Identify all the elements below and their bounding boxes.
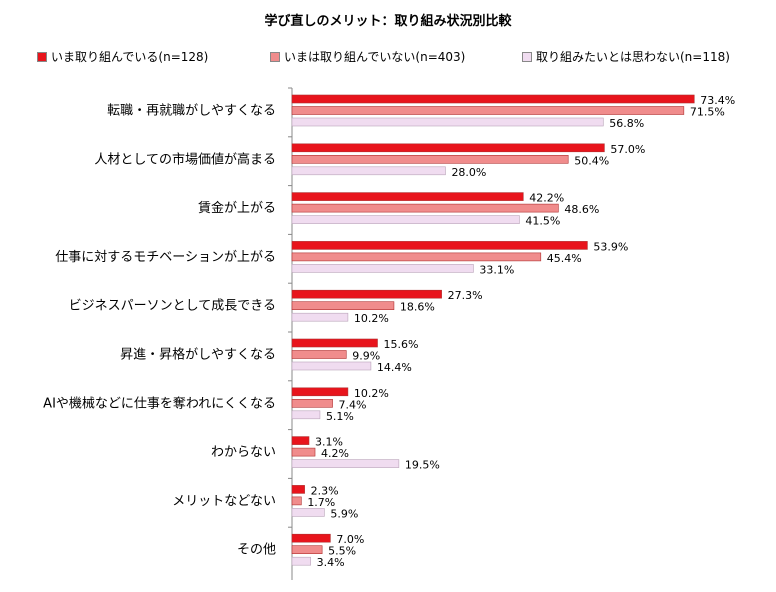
- data-label: 15.6%: [383, 338, 418, 351]
- legend-item-series-1: いま取り組んでいる(n=128): [37, 48, 208, 65]
- data-label: 7.0%: [336, 533, 364, 546]
- bar: [291, 508, 325, 517]
- legend: いま取り組んでいる(n=128) いまは取り組んでいない(n=403) 取り組み…: [0, 48, 776, 64]
- bar: [291, 106, 685, 115]
- category-label: 賃金が上がる: [198, 200, 276, 216]
- bar: [291, 410, 321, 420]
- legend-swatch-series-2: [270, 51, 280, 62]
- chart-title: 学び直しのメリット：取り組み状況別比較: [264, 14, 512, 29]
- data-label: 7.4%: [339, 398, 367, 411]
- data-label: 27.3%: [448, 289, 483, 302]
- data-label: 14.4%: [377, 361, 412, 374]
- legend-swatch-series-1: [37, 51, 47, 62]
- data-label: 56.8%: [609, 117, 644, 130]
- category-label: 昇進・昇格がしやすくなる: [120, 347, 276, 363]
- bar: [291, 436, 310, 445]
- data-label: 48.6%: [564, 203, 599, 216]
- data-label: 10.2%: [354, 387, 389, 400]
- bar: [291, 496, 302, 506]
- legend-label-series-2: いまは取り組んでいない(n=403): [284, 50, 466, 64]
- data-label: 57.0%: [610, 143, 645, 156]
- bar: [291, 312, 349, 322]
- bar: [291, 350, 347, 359]
- bar: [291, 264, 474, 273]
- bar: [291, 545, 323, 555]
- data-label: 33.1%: [479, 263, 514, 276]
- bar: [291, 203, 559, 213]
- category-label: その他: [237, 543, 276, 558]
- data-label: 41.5%: [525, 215, 560, 228]
- data-label: 73.4%: [700, 94, 735, 107]
- data-label: 42.2%: [529, 192, 564, 205]
- data-label: 10.2%: [354, 312, 389, 325]
- data-label: 9.9%: [352, 350, 380, 363]
- bar: [291, 215, 520, 224]
- bar: [291, 398, 333, 408]
- bar: [291, 155, 569, 164]
- bar: [291, 166, 446, 176]
- data-label: 5.5%: [328, 545, 356, 558]
- legend-label-series-1: いま取り組んでいる(n=128): [51, 50, 209, 64]
- legend-label-series-3: 取り組みたいとは思わない(n=118): [536, 50, 730, 64]
- bar: [291, 117, 604, 127]
- bar: [291, 459, 400, 468]
- category-label: 仕事に対するモチベーションが上がる: [55, 250, 276, 265]
- data-label: 19.5%: [405, 459, 440, 472]
- bar: [291, 94, 695, 104]
- bar: [291, 447, 316, 457]
- category-label: 転職・再就職がしやすくなる: [107, 104, 276, 119]
- data-label: 2.3%: [311, 484, 339, 497]
- legend-swatch-series-3: [522, 51, 532, 62]
- data-label: 4.2%: [321, 447, 349, 460]
- data-label: 45.4%: [547, 252, 582, 265]
- bar: [291, 338, 378, 348]
- bar: [291, 192, 524, 201]
- data-label: 1.7%: [307, 496, 335, 509]
- category-label: AIや機械などに仕事を奪われにくくなる: [43, 395, 276, 411]
- bar: [291, 533, 331, 543]
- data-label: 3.4%: [317, 556, 345, 569]
- bar: [291, 143, 605, 153]
- category-label: わからない: [211, 445, 276, 460]
- bar: [291, 252, 542, 262]
- bar: [291, 387, 349, 397]
- bar: [291, 241, 588, 250]
- bar: [291, 301, 395, 311]
- category-label: メリットなどない: [172, 494, 276, 509]
- category-label: ビジネスパーソンとして成長できる: [69, 299, 276, 314]
- data-label: 5.9%: [330, 507, 358, 520]
- data-label: 5.1%: [326, 410, 354, 423]
- category-label: 人材としての市場価値が高まる: [94, 151, 276, 167]
- bar: [291, 289, 442, 299]
- data-label: 18.6%: [400, 301, 435, 314]
- data-label: 71.5%: [690, 106, 725, 119]
- bar: [291, 361, 372, 371]
- bar: [291, 556, 311, 566]
- data-label: 28.0%: [451, 166, 486, 179]
- bar: [291, 485, 305, 494]
- legend-item-series-2: いまは取り組んでいない(n=403): [270, 48, 465, 65]
- data-label: 3.1%: [315, 436, 343, 449]
- data-label: 50.4%: [574, 154, 609, 167]
- data-label: 53.9%: [593, 240, 628, 253]
- legend-item-series-3: 取り組みたいとは思わない(n=118): [522, 48, 730, 65]
